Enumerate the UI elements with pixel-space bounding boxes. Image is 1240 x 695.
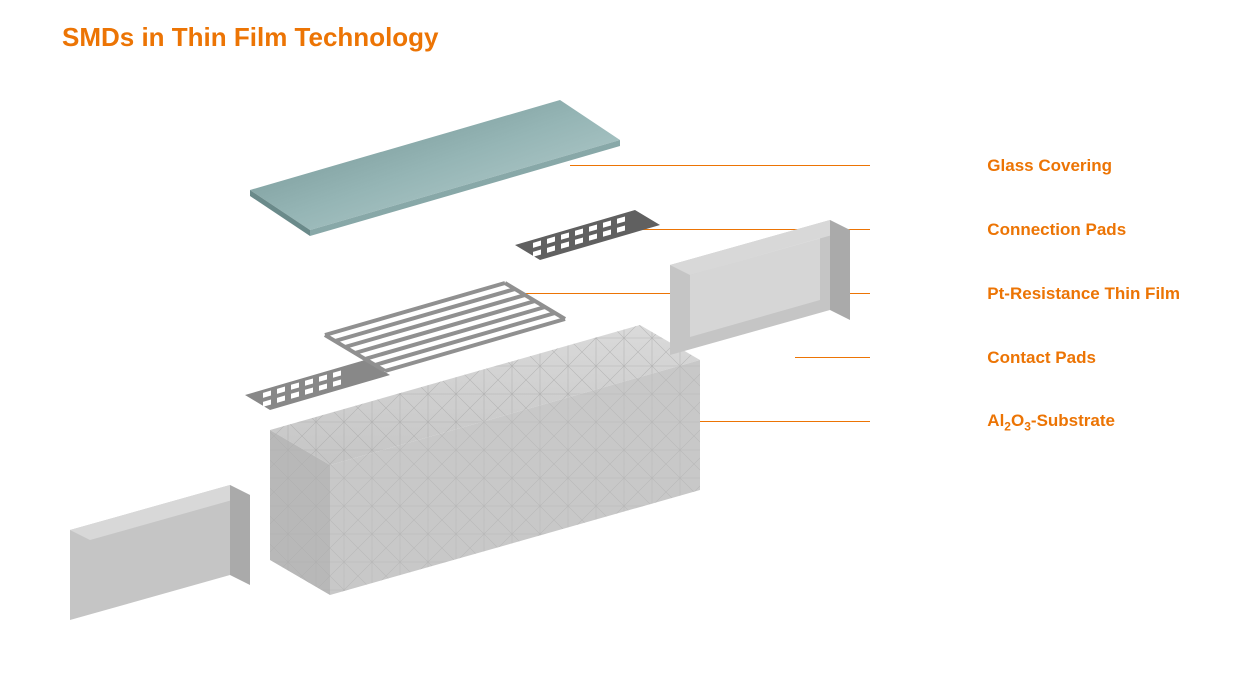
exploded-diagram — [50, 100, 850, 660]
label-substrate: Al2O3-Substrate — [987, 411, 1180, 433]
label-list: Glass Covering Connection Pads Pt-Resist… — [987, 155, 1180, 475]
contact-pad-right — [670, 220, 850, 355]
label-text: Glass Covering — [987, 156, 1112, 176]
page-title: SMDs in Thin Film Technology — [62, 22, 439, 53]
label-contact-pads: Contact Pads — [987, 347, 1180, 369]
contact-pad-left — [70, 485, 250, 620]
label-text: Contact Pads — [987, 348, 1096, 368]
label-pt-resistance: Pt-Resistance Thin Film — [987, 283, 1180, 305]
label-glass-covering: Glass Covering — [987, 155, 1180, 177]
glass-covering — [250, 100, 620, 236]
label-text: Al2O3-Substrate — [987, 411, 1115, 433]
label-text: Connection Pads — [987, 220, 1126, 240]
connection-pad-right — [515, 207, 660, 260]
label-text: Pt-Resistance Thin Film — [987, 284, 1180, 304]
label-connection-pads: Connection Pads — [987, 219, 1180, 241]
